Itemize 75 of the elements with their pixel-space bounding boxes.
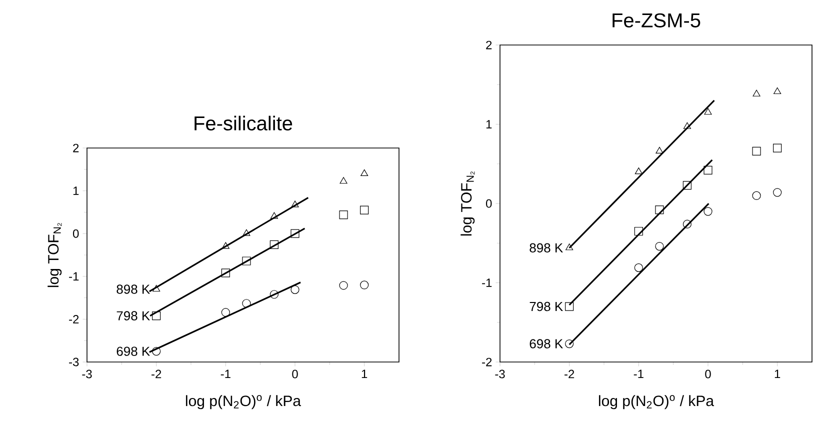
x-tick-label: -1 (220, 370, 230, 378)
point (565, 339, 574, 348)
x-tick-label: -3 (495, 370, 505, 378)
y-tick-label: -2 (69, 315, 79, 324)
point (360, 206, 369, 214)
point (774, 87, 782, 94)
point (682, 220, 692, 228)
y-tick-label: -2 (482, 358, 492, 366)
x-tick-label: -2 (564, 370, 574, 378)
x-tick-label: 0 (705, 370, 711, 378)
y-axis-title: log TOF$_{N₂}$ (460, 172, 475, 236)
chart-title: Fe-silicalite (194, 116, 292, 130)
point (290, 285, 300, 294)
point (773, 188, 782, 197)
point (242, 256, 251, 266)
series-label: 898 K (530, 243, 563, 252)
chart-title: Fe-ZSM-5 (612, 13, 700, 28)
series-label: 798 K (116, 311, 150, 320)
point (682, 180, 692, 190)
point (773, 144, 782, 152)
x-tick-label: 0 (292, 370, 298, 378)
x-tick-label: 1 (362, 370, 368, 378)
y-axis-title: log TOF$_{N₂}$ (48, 223, 62, 288)
series-label: 698 K (116, 346, 150, 356)
point (656, 146, 664, 154)
point (565, 302, 574, 311)
point (222, 242, 230, 249)
y-tick-label: 1 (73, 186, 79, 195)
point (339, 281, 348, 290)
point (704, 166, 712, 175)
x-tick-label: -3 (82, 370, 92, 378)
point (566, 244, 574, 250)
x-tick-label: 1 (774, 370, 780, 378)
point (655, 242, 664, 251)
point (704, 108, 712, 115)
x-tick-label: -2 (152, 370, 162, 378)
y-tick-label: 2 (73, 144, 79, 152)
point (704, 207, 712, 216)
series-label: 898 K (116, 284, 150, 294)
series-label: 798 K (530, 302, 563, 312)
y-tick-label: 0 (486, 199, 492, 208)
series-label: 698 K (530, 339, 563, 348)
y-tick-label: 0 (72, 229, 79, 238)
point (752, 146, 761, 156)
y-tick-label: -3 (69, 358, 79, 366)
point (634, 168, 642, 174)
point (683, 122, 691, 129)
point (221, 268, 230, 278)
point (290, 229, 300, 238)
point (152, 347, 161, 356)
point (360, 280, 369, 290)
y-tick-label: -1 (69, 272, 79, 281)
point (270, 240, 278, 250)
point (360, 169, 368, 176)
point (152, 311, 161, 320)
point (221, 308, 230, 317)
point (634, 226, 643, 236)
point (339, 210, 348, 220)
point (291, 200, 299, 208)
point (242, 229, 250, 236)
point (152, 284, 160, 292)
point (242, 299, 251, 308)
y-tick-label: 1 (486, 120, 492, 128)
x-tick-label: -1 (634, 370, 644, 378)
x-axis-title: log p(N$_{2}$O)$^{o}$ / kPa (186, 395, 302, 410)
point (340, 177, 348, 184)
y-tick-label: -1 (482, 278, 492, 287)
point (655, 206, 664, 214)
point (634, 263, 643, 272)
point (270, 290, 278, 299)
point (752, 90, 760, 96)
x-axis-title: log p(N$_{2}$O)$^{o}$ / kPa (598, 395, 714, 410)
y-tick-label: 2 (486, 40, 492, 50)
point (752, 191, 761, 200)
point (270, 212, 278, 219)
